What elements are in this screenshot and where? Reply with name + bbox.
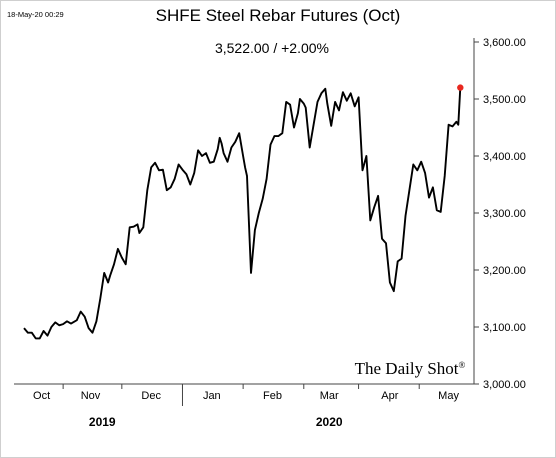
x-tick-label: Mar	[320, 390, 339, 402]
year-label: 2019	[89, 415, 116, 429]
x-tick-label: Oct	[33, 390, 50, 402]
watermark-mark: ®	[459, 360, 466, 370]
x-tick-label: May	[438, 390, 459, 402]
chart-title: SHFE Steel Rebar Futures (Oct)	[156, 6, 401, 25]
x-tick-label: Jan	[203, 390, 221, 402]
x-tick-label: Dec	[141, 390, 161, 402]
chart-subtitle: 3,522.00 / +2.00%	[215, 40, 329, 56]
watermark-text: The Daily Shot	[355, 359, 459, 378]
x-tick-label: Feb	[263, 390, 282, 402]
y-tick-label: 3,200.00	[483, 265, 526, 277]
y-tick-label: 3,000.00	[483, 379, 526, 391]
x-tick-label: Nov	[81, 390, 101, 402]
y-tick-label: 3,600.00	[483, 37, 526, 49]
y-axis: 3,000.00 3,100.00 3,200.00 3,300.00 3,400.00…	[473, 37, 526, 391]
year-label: 2020	[316, 415, 343, 429]
watermark: The Daily Shot®	[355, 359, 466, 378]
y-tick-label: 3,300.00	[483, 208, 526, 220]
timestamp: 18-May-20 00:29	[7, 10, 64, 19]
y-tick-label: 3,100.00	[483, 322, 526, 334]
x-tick-label: Apr	[381, 390, 398, 402]
plot-area	[23, 84, 464, 340]
y-tick-label: 3,500.00	[483, 94, 526, 106]
series-line	[23, 87, 462, 340]
x-axis: Oct Nov Dec Jan Feb Mar Apr May 2019 2020	[14, 383, 474, 429]
last-value-marker	[457, 84, 464, 91]
y-tick-label: 3,400.00	[483, 151, 526, 163]
